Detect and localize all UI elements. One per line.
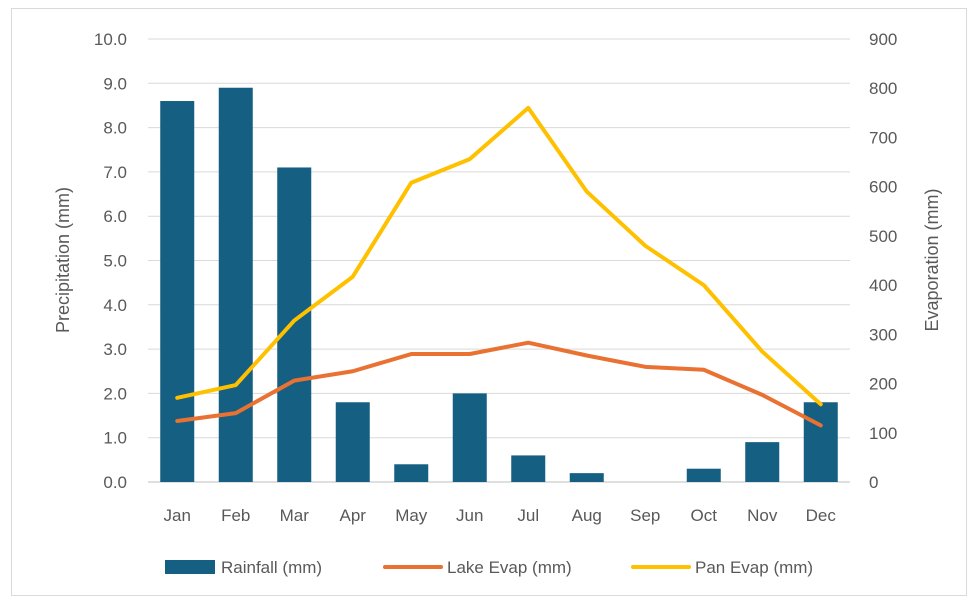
x-tick-label: Mar	[280, 506, 310, 525]
x-tick-label: Apr	[340, 506, 367, 525]
left-tick-label: 8.0	[103, 119, 127, 138]
rainfall-bar	[218, 87, 253, 482]
rainfall-bar	[160, 101, 195, 483]
right-tick-label: 600	[869, 178, 897, 197]
rainfall-bar	[686, 468, 721, 482]
pan-evap-mm-line	[175, 105, 823, 407]
x-tick-label: Feb	[221, 506, 250, 525]
left-tick-label: 10.0	[94, 30, 127, 49]
left-axis-title: Precipitation (mm)	[53, 187, 73, 333]
left-tick-label: 4.0	[103, 296, 127, 315]
rainfall-bar	[277, 167, 312, 482]
x-tick-label: Sep	[630, 506, 660, 525]
x-tick-label: Jul	[517, 506, 539, 525]
left-tick-label: 6.0	[103, 207, 127, 226]
right-axis-title: Evaporation (mm)	[922, 188, 942, 331]
rainfall-bar	[394, 464, 429, 482]
x-tick-label: May	[395, 506, 428, 525]
rainfall-bar	[803, 402, 838, 482]
x-axis-ticks: Jan Feb Mar Apr May Jun Jul Aug Sep Oct Nov Dec	[164, 506, 837, 525]
left-tick-label: 3.0	[103, 340, 127, 359]
x-tick-label: Jun	[456, 506, 483, 525]
left-tick-label: 7.0	[103, 163, 127, 182]
rainfall-bar	[452, 393, 487, 482]
right-tick-label: 300	[869, 325, 897, 344]
lake-evap-mm-line	[175, 340, 823, 428]
legend: Rainfall (mm) Lake Evap (mm) Pan Evap (mm)	[165, 558, 813, 577]
x-tick-label: Nov	[747, 506, 778, 525]
right-tick-label: 100	[869, 424, 897, 443]
gridlines	[148, 38, 850, 483]
legend-swatch-bar	[165, 560, 215, 574]
left-tick-label: 2.0	[103, 384, 127, 403]
rainfall-bar	[335, 402, 370, 482]
x-tick-label: Jan	[164, 506, 191, 525]
right-tick-label: 900	[869, 30, 897, 49]
x-tick-label: Aug	[572, 506, 602, 525]
rainfall-bars	[160, 87, 838, 483]
x-tick-label: Dec	[806, 506, 837, 525]
right-tick-label: 700	[869, 128, 897, 147]
rainfall-bar	[569, 473, 604, 482]
x-tick-label: Oct	[691, 506, 718, 525]
legend-label: Lake Evap (mm)	[447, 558, 572, 577]
rainfall-bar	[511, 455, 546, 482]
evaporation-lines	[175, 105, 823, 428]
right-axis-ticks: 0 100 200 300 400 500 600 700 800 900	[869, 30, 897, 492]
left-tick-label: 9.0	[103, 74, 127, 93]
right-tick-label: 500	[869, 227, 897, 246]
legend-label: Pan Evap (mm)	[695, 558, 813, 577]
right-tick-label: 0	[869, 473, 878, 492]
right-tick-label: 400	[869, 276, 897, 295]
left-axis-ticks: 0.0 1.0 2.0 3.0 4.0 5.0 6.0 7.0 8.0 9.0 10.0	[94, 30, 127, 492]
left-tick-label: 5.0	[103, 252, 127, 271]
left-tick-label: 1.0	[103, 429, 127, 448]
left-tick-label: 0.0	[103, 473, 127, 492]
legend-label: Rainfall (mm)	[221, 558, 322, 577]
right-tick-label: 800	[869, 79, 897, 98]
rainfall-bar	[745, 442, 780, 482]
right-tick-label: 200	[869, 375, 897, 394]
